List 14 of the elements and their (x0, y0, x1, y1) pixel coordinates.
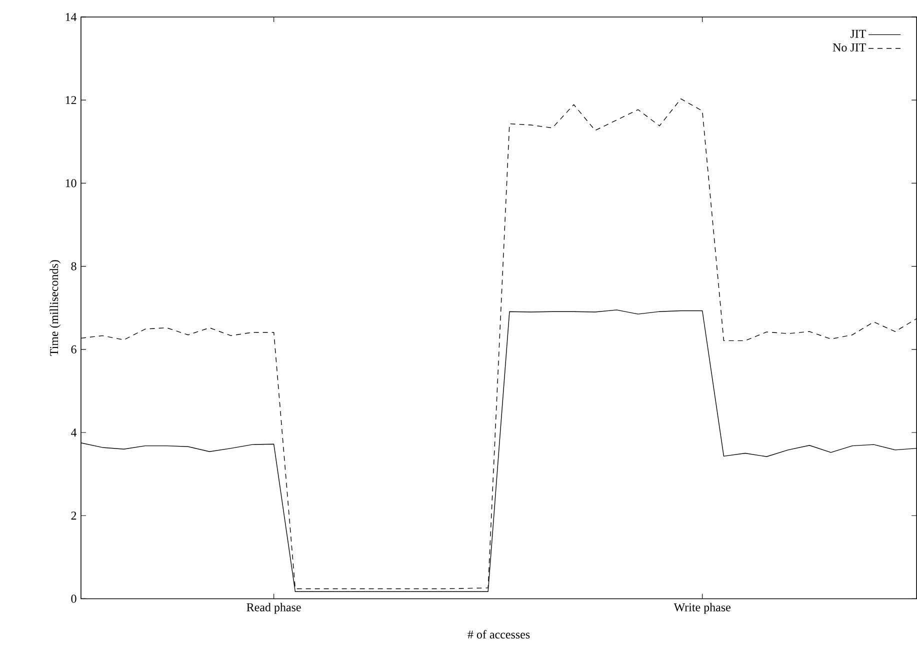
y-tick-label: 6 (71, 346, 76, 354)
x-tick-label: Write phase (674, 603, 730, 614)
y-tick-label: 2 (71, 512, 76, 520)
y-tick-label: 12 (66, 96, 76, 104)
y-tick-label: 14 (66, 13, 77, 22)
legend-label: No JIT (832, 44, 866, 52)
y-axis-title: Time (milliseconds) (50, 260, 61, 356)
y-tick-label: 8 (71, 262, 76, 271)
legend-label: JIT (850, 30, 866, 38)
y-tick-label: 0 (71, 594, 76, 603)
x-tick-label: Read phase (246, 603, 301, 614)
y-tick-label: 10 (66, 179, 76, 188)
x-axis-title: # of accesses (468, 630, 530, 639)
y-tick-label: 4 (71, 428, 77, 437)
